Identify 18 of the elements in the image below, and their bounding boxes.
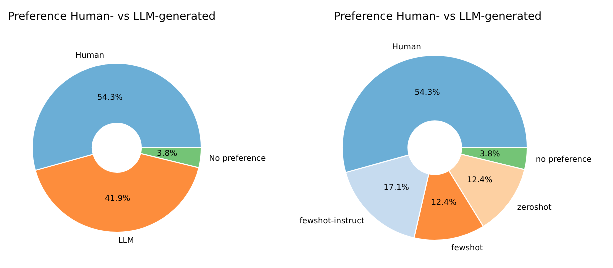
data-label: 3.8% xyxy=(480,150,501,159)
slice-label: fewshot xyxy=(452,243,484,252)
slice-label: No preference xyxy=(209,154,266,164)
data-label: 17.1% xyxy=(384,183,410,192)
chart-title: Preference Human- vs LLM-generated xyxy=(334,10,542,23)
slice-label: no preference xyxy=(536,155,592,164)
data-label: 54.3% xyxy=(414,88,441,98)
chart-title: Preference Human- vs LLM-generated xyxy=(8,10,216,23)
data-label: 41.9% xyxy=(105,194,131,203)
data-label: 12.4% xyxy=(431,198,458,207)
slice-label: LLM xyxy=(118,236,134,246)
slice-label: fewshot-instruct xyxy=(300,216,365,226)
data-label: 3.8% xyxy=(157,149,178,158)
slice-label: zeroshot xyxy=(517,202,552,212)
slice-label: Human xyxy=(392,42,422,52)
data-label: 54.3% xyxy=(97,92,124,102)
data-label: 12.4% xyxy=(467,176,493,185)
slice-label: Human xyxy=(76,50,104,60)
